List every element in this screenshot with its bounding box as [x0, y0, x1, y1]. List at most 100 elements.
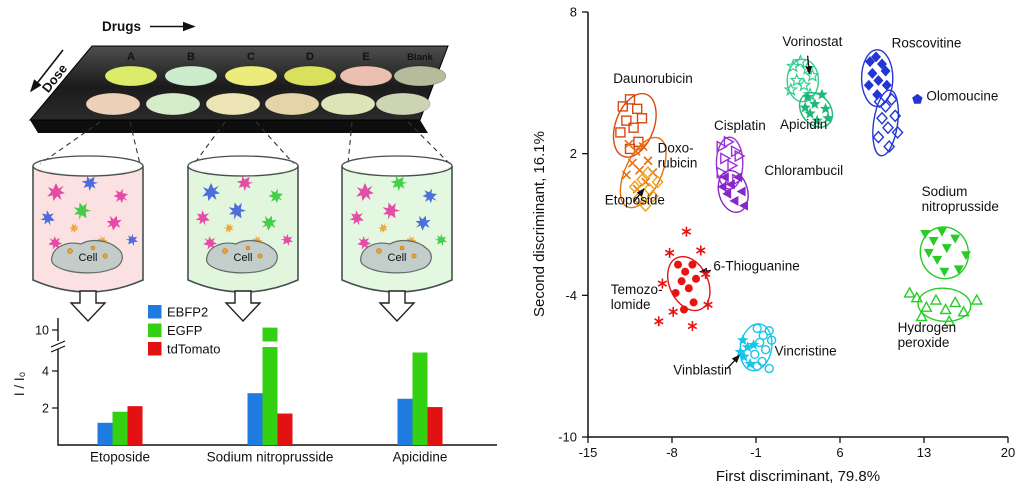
cluster-ellipse	[919, 226, 970, 280]
scatter-point	[654, 316, 664, 327]
down-arrow-icon	[378, 290, 416, 323]
scatter-point	[736, 186, 746, 197]
scatter-point	[628, 180, 641, 194]
cluster-vorinostat: Vorinostat	[782, 34, 843, 103]
scatter-point	[885, 92, 898, 106]
scatter-point	[703, 299, 713, 310]
scatter-point	[882, 121, 894, 135]
scatter-point	[617, 101, 628, 112]
cluster-ellipse	[666, 255, 711, 312]
scatter-point	[822, 112, 834, 124]
scatter-point	[764, 363, 774, 374]
cluster-label: Olomoucine	[926, 89, 998, 104]
y-axis-title: Second discriminant, 16.1%	[531, 131, 548, 317]
cluster-etoposide: Etoposide	[605, 166, 665, 213]
scatter-point	[719, 172, 729, 183]
nanoparticle-dot	[245, 245, 251, 251]
cell-group: Cell	[205, 239, 278, 274]
plate-side-face	[30, 120, 428, 133]
scatter-point	[891, 125, 904, 139]
y-tick-label: 4	[42, 365, 49, 379]
scatter-point	[757, 356, 767, 367]
legend-label: EGFP	[167, 323, 202, 338]
cluster-ellipse	[619, 136, 667, 209]
bar-axes	[57, 318, 497, 446]
cluster-label: peroxide	[898, 335, 950, 350]
scatter-point	[720, 152, 732, 165]
leader-arrow	[805, 55, 813, 75]
cluster-ellipse	[717, 169, 749, 214]
well-column-label: D	[306, 51, 314, 63]
cluster-6-thioguanine: 6-Thioguanine	[666, 255, 800, 314]
scatter-point	[809, 98, 821, 109]
scatter-point	[727, 159, 739, 172]
scatter-point	[725, 179, 735, 190]
cluster-vincristine: Vincristine	[739, 323, 837, 374]
plate-well-row2	[320, 92, 376, 116]
scatter-point	[758, 330, 768, 341]
scatter-point	[872, 89, 883, 101]
scatter-point	[688, 260, 697, 269]
cluster-ellipse	[872, 89, 900, 157]
dashed-connector	[407, 121, 451, 165]
scatter-point	[716, 140, 728, 153]
cell-label: Cell	[79, 252, 98, 264]
plate-well-row2	[205, 92, 261, 116]
bar-y-axis-title: I / I₀	[12, 372, 27, 396]
scatter-point	[681, 267, 690, 276]
legend-swatch	[148, 323, 162, 337]
dashed-connector	[255, 121, 295, 165]
scatter-point	[638, 142, 648, 152]
nanoparticle-dot	[67, 248, 73, 254]
bar	[427, 407, 443, 445]
scatter-point	[789, 72, 805, 87]
x-tick-label: -8	[666, 445, 678, 460]
bar	[397, 398, 413, 445]
scatter-point	[915, 310, 928, 322]
well-column-label: B	[187, 51, 195, 63]
nanoparticle-dot	[399, 245, 405, 251]
scatter-point	[889, 109, 902, 123]
x-tick-label: 13	[917, 445, 931, 460]
scatter-point	[877, 58, 887, 70]
cluster-apicidin: Apicidin	[780, 88, 834, 132]
x-tick-label: 20	[1001, 445, 1015, 460]
x-tick-label: -1	[750, 445, 762, 460]
scatter-point	[722, 188, 732, 199]
legend-swatch	[148, 305, 162, 319]
scatter-point	[636, 113, 648, 124]
scatter-point	[937, 227, 947, 237]
cluster-temozolomide: Temozo-lomide	[611, 226, 713, 332]
legend-label: EBFP2	[167, 305, 208, 320]
scatter-point	[949, 295, 962, 308]
x-tick-label: -15	[579, 445, 598, 460]
scatter-point	[811, 114, 823, 126]
scatter-point	[636, 173, 648, 187]
cluster-label: Doxo-	[658, 140, 694, 155]
scatter-point	[615, 127, 626, 138]
scatter-point	[696, 245, 706, 256]
cluster-label: Chlorambucil	[764, 163, 843, 178]
microplate-group: A B C D E Blank	[28, 45, 449, 133]
scatter-point	[752, 361, 762, 371]
scatter-point	[684, 284, 693, 293]
scatter-point	[920, 229, 931, 239]
scatter-point	[879, 99, 892, 113]
scatter-point	[912, 93, 923, 104]
bar	[277, 413, 293, 445]
cluster-label: Vincristine	[775, 344, 837, 359]
legend-label: tdTomato	[167, 342, 220, 357]
y-tick-label: 8	[570, 5, 577, 20]
well-column-label: E	[362, 51, 369, 63]
cluster-label: Temozo-	[611, 282, 663, 297]
bar	[262, 327, 278, 445]
cell-label: Cell	[234, 252, 253, 264]
scatter-point	[819, 102, 832, 114]
scatter-point	[668, 306, 678, 317]
scatter-point	[624, 139, 634, 149]
scatter-point	[681, 226, 692, 237]
scatter-point	[903, 286, 916, 298]
cluster-ellipse	[917, 287, 972, 323]
